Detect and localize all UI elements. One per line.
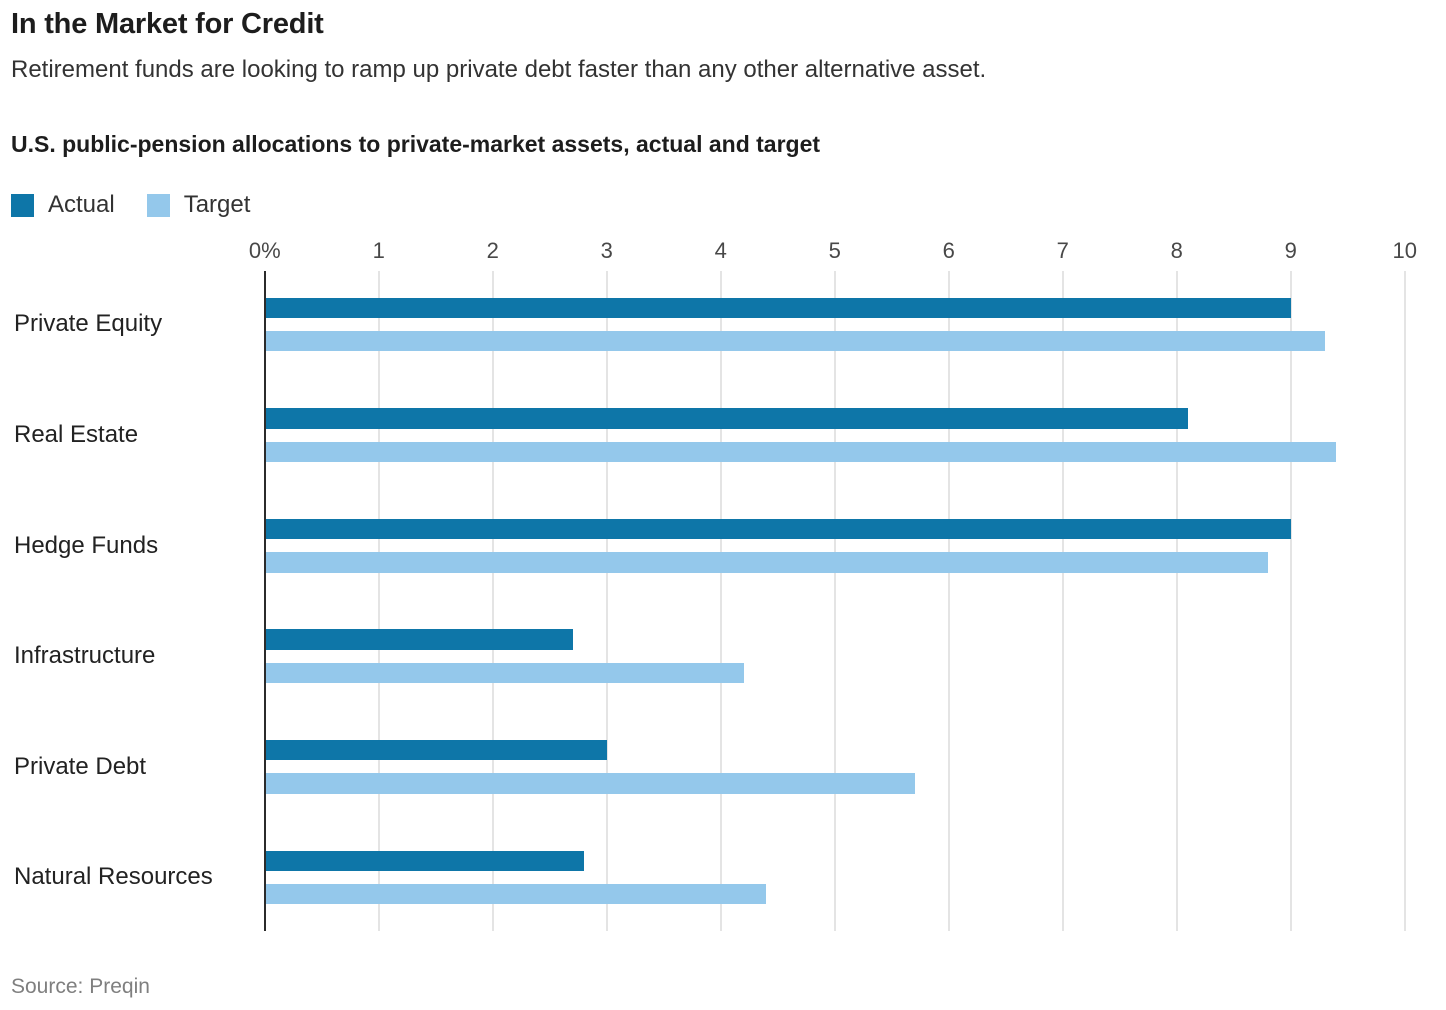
gridline-5: [834, 271, 836, 931]
gridline-4: [720, 271, 722, 931]
gridline-6: [948, 271, 950, 931]
bar-target-infrastructure: [266, 662, 744, 684]
category-label-infrastructure: Infrastructure: [14, 642, 156, 670]
bar-actual-natural-resources: [266, 850, 584, 871]
x-tick-7: 7: [1056, 238, 1069, 263]
page-title: In the Market for Credit: [11, 8, 324, 40]
legend-swatch-target: [146, 193, 170, 217]
bar-actual-private-debt: [266, 739, 607, 761]
axis-zero-line: [263, 271, 266, 931]
gridline-7: [1062, 271, 1064, 931]
x-tick-0: 0%: [248, 238, 281, 263]
legend-label-actual: Actual: [48, 191, 115, 218]
legend-item-target: Target: [146, 191, 269, 219]
x-tick-8: 8: [1170, 238, 1183, 263]
x-tick-5: 5: [828, 238, 841, 263]
legend-label-target: Target: [183, 191, 251, 218]
bar-target-private-debt: [266, 773, 915, 794]
x-tick-6: 6: [942, 238, 955, 263]
gridline-1: [378, 271, 380, 931]
gridline-9: [1290, 271, 1292, 931]
gridline-8: [1176, 271, 1178, 931]
x-tick-3: 3: [600, 238, 613, 263]
gridline-10: [1404, 271, 1406, 931]
category-label-natural-resources: Natural Resources: [14, 863, 213, 891]
bar-actual-infrastructure: [266, 629, 573, 650]
category-label-private-equity: Private Equity: [14, 310, 163, 338]
bar-actual-hedge-funds: [266, 518, 1291, 540]
bar-target-real-estate: [266, 441, 1337, 462]
x-tick-9: 9: [1284, 238, 1297, 263]
bar-actual-real-estate: [266, 408, 1189, 429]
page-subtitle: Retirement funds are looking to ramp up …: [11, 56, 987, 83]
category-label-hedge-funds: Hedge Funds: [14, 531, 159, 559]
chart-label: U.S. public-pension allocations to priva…: [11, 131, 821, 157]
legend-item-actual: Actual: [11, 191, 133, 219]
category-label-real-estate: Real Estate: [14, 421, 139, 448]
bar-target-private-equity: [266, 330, 1325, 352]
x-tick-10: 10: [1392, 238, 1417, 263]
legend-swatch-actual: [11, 193, 34, 217]
x-tick-4: 4: [714, 238, 727, 263]
bar-target-natural-resources: [266, 883, 767, 905]
x-tick-1: 1: [372, 238, 385, 263]
source-note: Source: Preqin: [11, 975, 150, 998]
bar-actual-private-equity: [266, 297, 1291, 318]
bar-target-hedge-funds: [266, 552, 1268, 573]
category-label-private-debt: Private Debt: [14, 752, 147, 780]
gridline-3: [606, 271, 608, 931]
gridline-2: [492, 271, 494, 931]
x-tick-2: 2: [486, 238, 499, 263]
chart-legend: Actual Target: [11, 191, 269, 219]
